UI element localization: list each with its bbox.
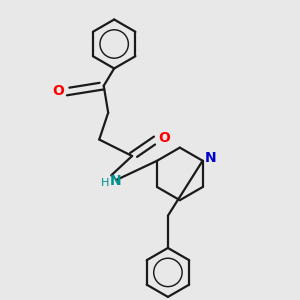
Text: N: N	[110, 174, 122, 188]
Text: O: O	[52, 84, 64, 98]
Text: N: N	[204, 152, 216, 165]
Text: H: H	[101, 178, 110, 188]
Text: O: O	[158, 131, 170, 145]
